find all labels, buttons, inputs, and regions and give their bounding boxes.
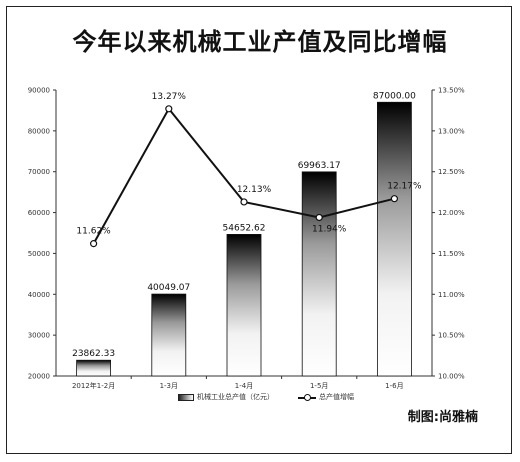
x-tick-label: 1-6月 [385, 382, 403, 390]
growth-value-label: 11.94% [312, 224, 347, 234]
y2-tick-label: 10.00% [438, 373, 465, 381]
y2-tick-label: 10.50% [438, 332, 465, 340]
legend-label-output: 机械工业总产值（亿元） [197, 393, 274, 401]
growth-value-label: 12.13% [237, 185, 272, 195]
chart-legend: 机械工业总产值（亿元） 总产值增幅 [178, 392, 354, 402]
y-tick-label: 60000 [28, 209, 50, 217]
bar-value-label: 23862.33 [72, 349, 115, 359]
y-tick-label: 90000 [28, 87, 50, 95]
bar [226, 234, 262, 377]
y-tick-label: 30000 [28, 332, 50, 340]
growth-value-label: 11.62% [76, 227, 111, 237]
x-tick-label: 1-5月 [310, 382, 328, 390]
y2-tick-label: 13.00% [438, 127, 465, 135]
bar [151, 293, 187, 377]
x-tick-label: 2012年1-2月 [72, 381, 115, 390]
growth-point [390, 195, 398, 203]
x-tick-label: 1-3月 [160, 382, 178, 390]
bar [301, 171, 337, 377]
y2-tick-label: 12.50% [438, 168, 465, 176]
x-tick-label: 1-4月 [235, 382, 253, 390]
legend-label-growth: 总产值增幅 [319, 393, 354, 401]
bar [376, 101, 412, 377]
y-tick-label: 20000 [28, 373, 50, 381]
y2-tick-label: 11.00% [438, 291, 465, 299]
bar-value-label: 40049.07 [147, 283, 190, 293]
growth-point [165, 105, 173, 113]
y-tick-label: 50000 [28, 250, 50, 258]
y-tick-label: 40000 [28, 291, 50, 299]
growth-point [240, 198, 248, 206]
y2-tick-label: 11.50% [438, 250, 465, 258]
y2-tick-label: 13.50% [438, 87, 465, 95]
legend-item-output: 机械工业总产值（亿元） [178, 392, 274, 402]
growth-point [315, 213, 323, 222]
legend-line-swatch [298, 393, 316, 401]
growth-point [89, 240, 98, 248]
legend-bar-swatch [178, 393, 194, 401]
bar-value-label: 87000.00 [373, 91, 416, 101]
bar-value-label: 69963.17 [298, 161, 341, 171]
chart-credit: 制图:尚雅楠 [407, 410, 478, 425]
chart-frame [6, 6, 512, 454]
bar [76, 359, 111, 377]
bar-value-label: 54652.62 [223, 223, 266, 233]
y-tick-label: 80000 [28, 127, 50, 135]
y2-tick-label: 12.00% [438, 209, 465, 217]
legend-item-growth: 总产值增幅 [298, 392, 354, 402]
growth-value-label: 13.27% [152, 92, 187, 102]
y-tick-label: 70000 [28, 168, 50, 176]
chart-title: 今年以来机械工业产值及同比增幅 [72, 28, 448, 56]
growth-value-label: 12.17% [387, 182, 422, 192]
